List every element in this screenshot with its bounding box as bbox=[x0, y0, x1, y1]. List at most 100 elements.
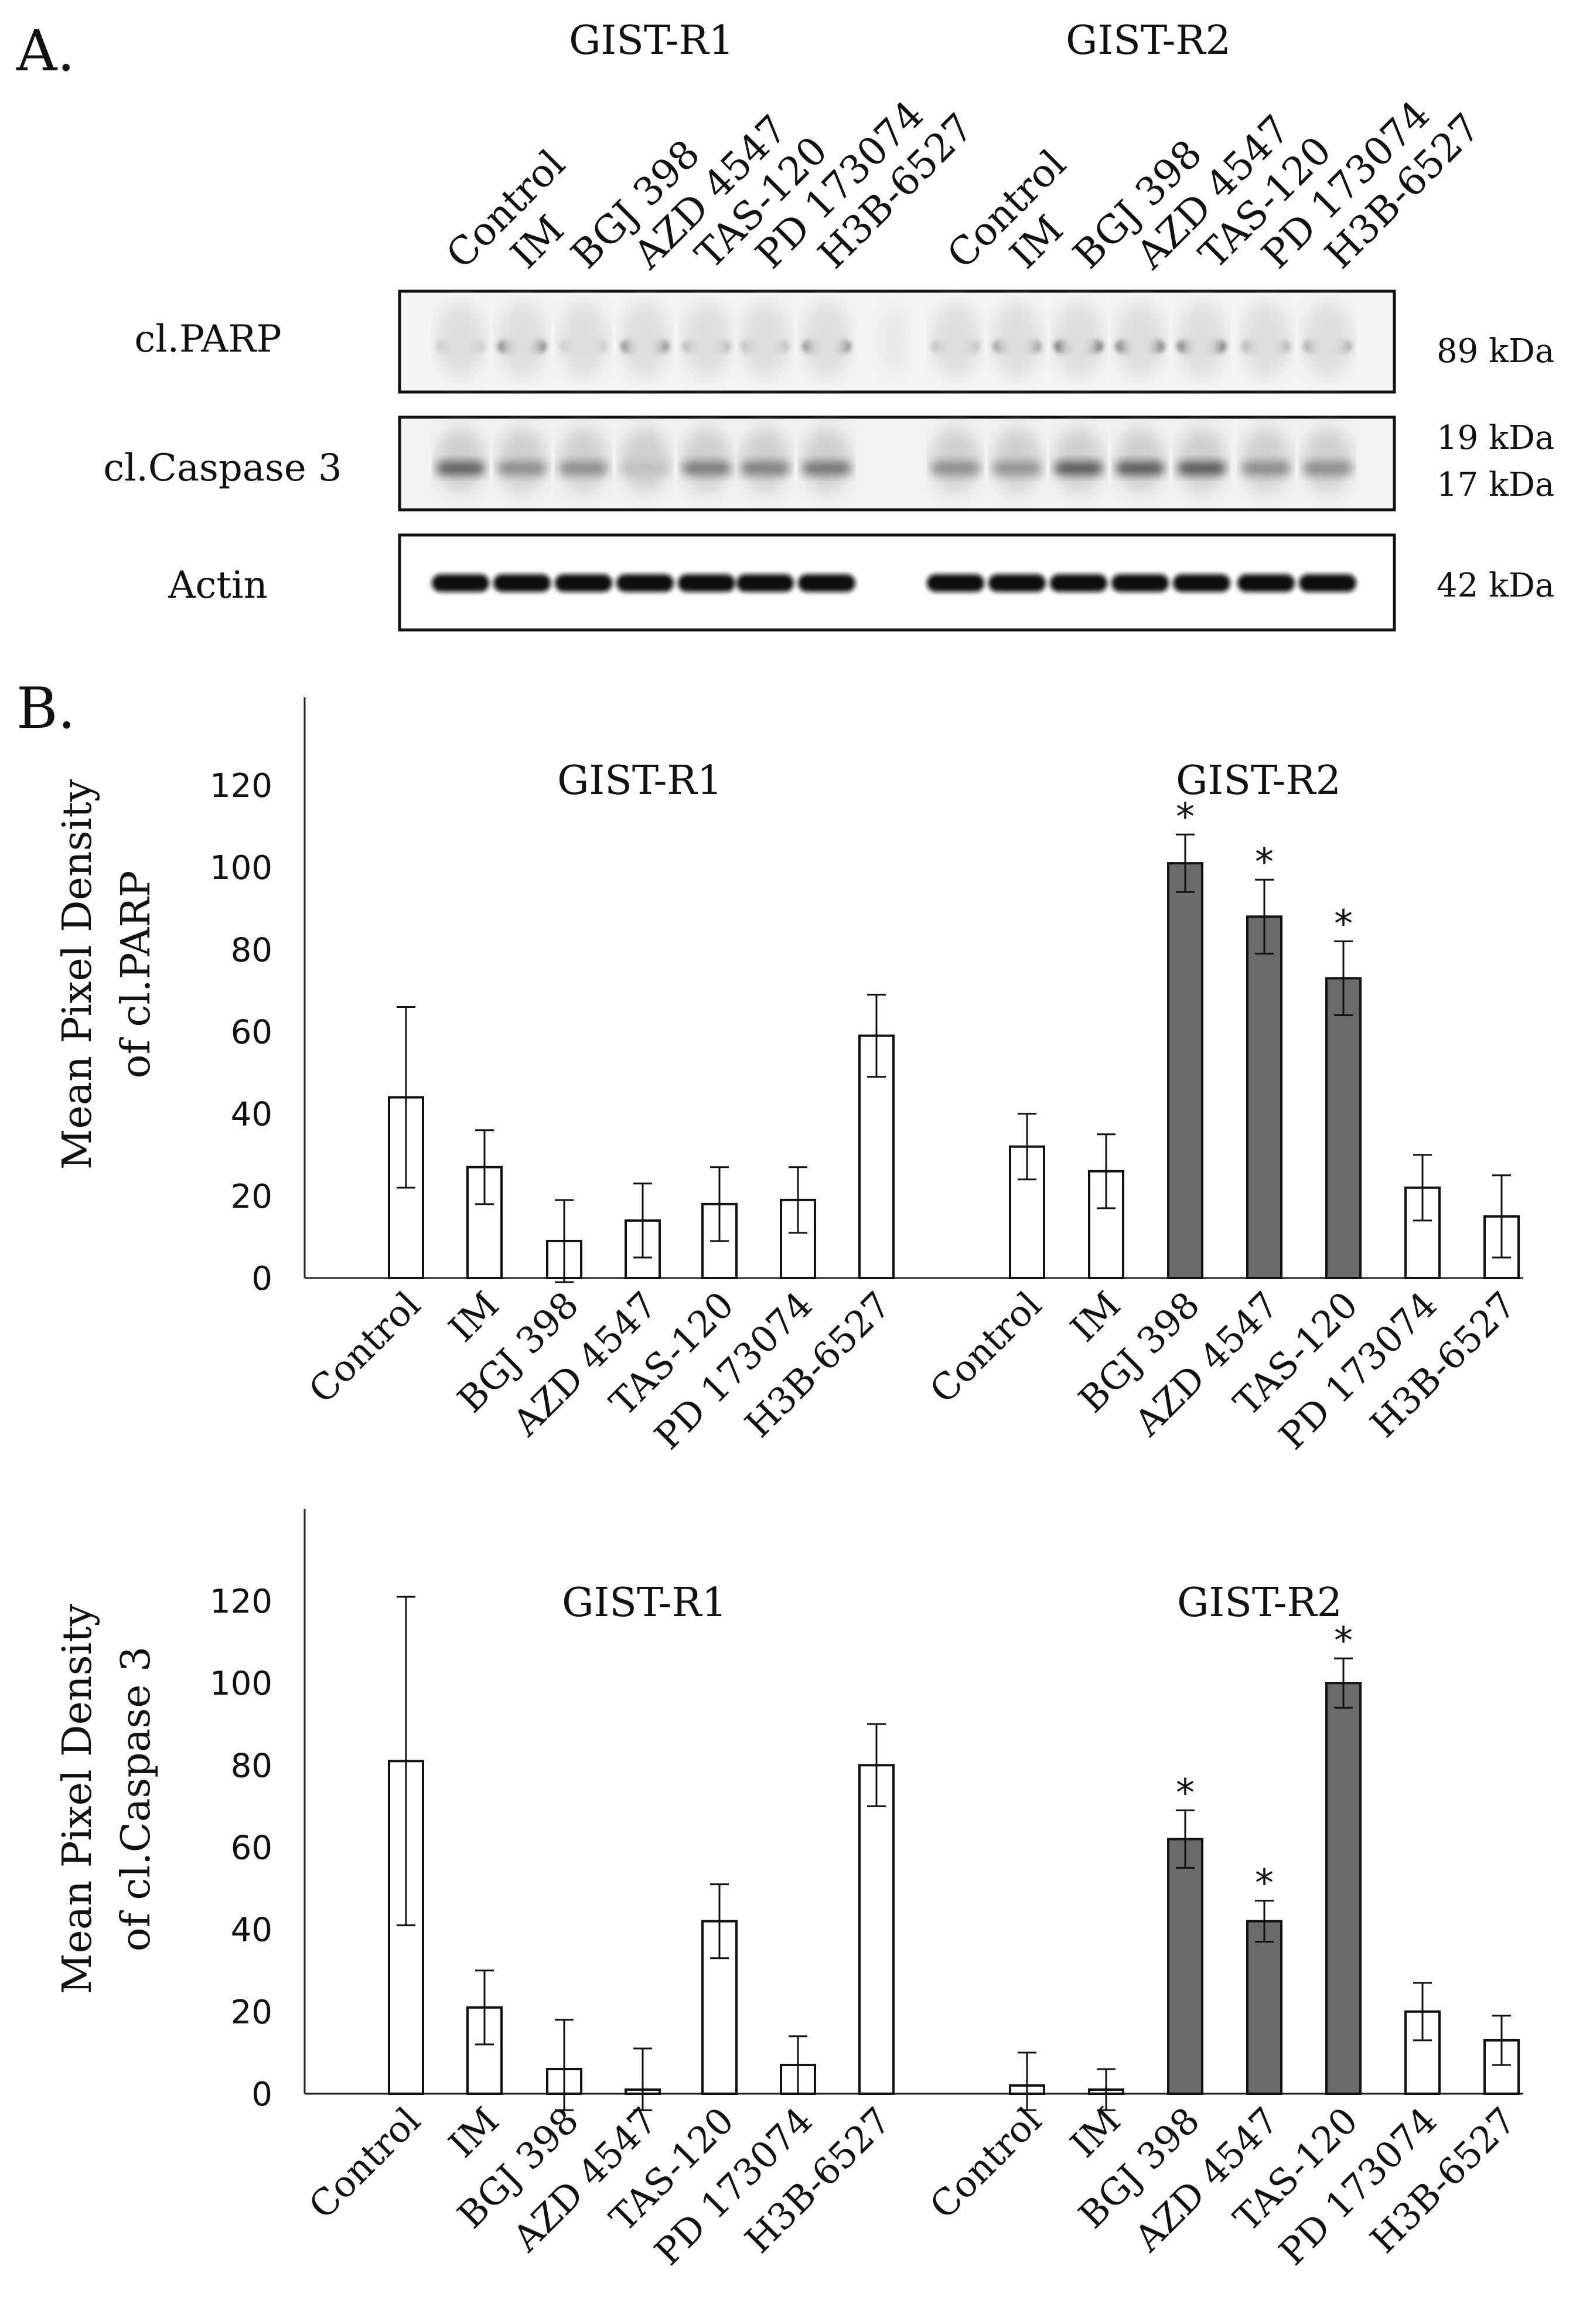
caspase-smear-0-0 bbox=[436, 428, 485, 492]
caspase-smear-1-1 bbox=[993, 428, 1041, 492]
chart-caspase-xtick-gist-r2-control: Control bbox=[922, 2099, 1050, 2227]
chart-parp-ytick-0: 0 bbox=[251, 1260, 272, 1298]
chart-caspase-errorbar-gist-r2-h3b-6527 bbox=[1492, 2015, 1511, 2066]
chart-parp-bar-gist-r2-bgj-398 bbox=[1167, 862, 1203, 1279]
chart-parp-bar-gist-r2-pd-173074 bbox=[1404, 1186, 1441, 1279]
actin-band-0-5 bbox=[736, 574, 794, 592]
caspase-smear-1-3 bbox=[1116, 428, 1164, 492]
actin-band-1-4 bbox=[1173, 574, 1230, 592]
parp-smear-0-1 bbox=[498, 302, 546, 378]
chart-caspase-errorbar-gist-r1-bgj-398 bbox=[555, 2019, 574, 2111]
caspase-smear-1-5 bbox=[1242, 428, 1290, 492]
chart-parp-xtick-gist-r1-im: IM bbox=[441, 1283, 507, 1350]
panel-a-label: A. bbox=[16, 18, 75, 84]
chart-parp-xtick-gist-r1-control: Control bbox=[301, 1283, 429, 1412]
caspase-smear-0-1 bbox=[498, 428, 546, 492]
chart-parp-errorbar-gist-r1-azd-4547 bbox=[633, 1183, 652, 1259]
actin-band-0-2 bbox=[555, 574, 612, 592]
chart-caspase-bar-gist-r2-tas-120 bbox=[1325, 1682, 1362, 2095]
caspase-smear-0-2 bbox=[560, 428, 608, 492]
chart-caspase-significance-gist-r2-tas-120: * bbox=[1334, 1620, 1353, 1663]
chart-parp-bar-gist-r2-tas-120 bbox=[1325, 977, 1362, 1280]
blot-size-parp: 89 kDa bbox=[1437, 332, 1554, 370]
caspase-band-0-5 bbox=[741, 462, 789, 475]
blot-caspase bbox=[398, 415, 1396, 512]
actin-band-1-5 bbox=[1237, 574, 1295, 592]
caspase-smear-0-4 bbox=[683, 428, 731, 492]
actin-band-1-1 bbox=[988, 574, 1046, 592]
chart-caspase-errorbar-gist-r2-control bbox=[1018, 2052, 1036, 2111]
parp-smear-0-2 bbox=[560, 302, 608, 378]
parp-smear-1-3 bbox=[1116, 302, 1164, 378]
caspase-band-0-3 bbox=[621, 462, 669, 475]
parp-smear-1-2 bbox=[1055, 302, 1103, 378]
chart-parp-significance-gist-r2-azd-4547: * bbox=[1255, 841, 1274, 884]
blot-size-actin: 42 kDa bbox=[1437, 567, 1554, 605]
parp-smear-0-4 bbox=[683, 302, 731, 378]
parp-smear-1-5 bbox=[1242, 302, 1290, 378]
actin-band-0-0 bbox=[432, 574, 489, 592]
caspase-smear-1-0 bbox=[932, 428, 980, 492]
parp-marker-lane bbox=[879, 305, 908, 375]
chart-caspase-errorbar-gist-r1-azd-4547 bbox=[633, 2047, 652, 2111]
chart-caspase-errorbar-gist-r1-tas-120 bbox=[710, 1883, 729, 1960]
blot-label-actin: Actin bbox=[168, 564, 267, 607]
chart-caspase-ytick-40: 40 bbox=[231, 1911, 272, 1950]
chart-parp-ylabel-line2: of cl.PARP bbox=[113, 871, 159, 1079]
parp-smear-1-0 bbox=[932, 302, 980, 378]
caspase-smear-0-5 bbox=[741, 428, 789, 492]
caspase-smear-1-6 bbox=[1304, 428, 1352, 492]
chart-caspase-ytick-80: 80 bbox=[231, 1747, 272, 1785]
chart-parp-errorbar-gist-r2-control bbox=[1018, 1113, 1036, 1181]
caspase-band-0-6 bbox=[803, 462, 851, 475]
actin-bands bbox=[432, 574, 1356, 592]
chart-caspase-errorbar-gist-r2-bgj-398 bbox=[1176, 1809, 1195, 1869]
caspase-band-0-1 bbox=[498, 462, 546, 475]
chart-parp-ylabel-line1: Mean Pixel Density bbox=[54, 779, 101, 1170]
blot-size-caspase-19: 19 kDa bbox=[1437, 419, 1554, 457]
chart-caspase-bar-gist-r1-h3b-6527 bbox=[858, 1764, 895, 2095]
parp-smear-1-4 bbox=[1178, 302, 1226, 378]
chart-parp-errorbar-gist-r1-im bbox=[475, 1129, 494, 1205]
actin-band-1-6 bbox=[1299, 574, 1356, 592]
chart-parp-errorbar-gist-r2-azd-4547 bbox=[1255, 878, 1274, 955]
caspase-band-1-1 bbox=[993, 462, 1041, 475]
actin-band-0-4 bbox=[678, 574, 735, 592]
chart-parp-errorbar-gist-r1-tas-120 bbox=[710, 1166, 729, 1242]
caspase-band-1-3 bbox=[1116, 462, 1164, 475]
chart-parp-xtick-gist-r2-control: Control bbox=[922, 1283, 1050, 1412]
actin-band-0-1 bbox=[493, 574, 551, 592]
chart-parp-errorbar-gist-r1-bgj-398 bbox=[555, 1199, 574, 1283]
chart-parp-significance-gist-r2-tas-120: * bbox=[1334, 902, 1353, 946]
blot-label-caspase: cl.Caspase 3 bbox=[103, 447, 342, 490]
blot-size-caspase-17: 17 kDa bbox=[1437, 466, 1554, 504]
parp-smear-0-6 bbox=[803, 302, 851, 378]
chart-caspase-errorbar-gist-r2-im bbox=[1097, 2068, 1116, 2111]
chart-caspase-errorbar-gist-r1-pd-173074 bbox=[789, 2035, 807, 2095]
chart-caspase-errorbar-gist-r2-azd-4547 bbox=[1255, 1900, 1274, 1943]
chart-caspase-group-label-r1: GIST-R1 bbox=[562, 1580, 727, 1626]
chart-parp-ytick-80: 80 bbox=[231, 931, 272, 969]
panel-b-label: B. bbox=[16, 676, 76, 741]
chart-caspase-ytick-120: 120 bbox=[210, 1583, 272, 1621]
chart-caspase-ytick-0: 0 bbox=[251, 2076, 272, 2114]
chart-parp-ytick-40: 40 bbox=[231, 1096, 272, 1134]
caspase-smear-1-2 bbox=[1055, 428, 1103, 492]
chart-parp-errorbar-gist-r2-tas-120 bbox=[1334, 940, 1353, 1016]
caspase-bands bbox=[436, 428, 1352, 492]
parp-smear-0-5 bbox=[741, 302, 789, 378]
actin-band-0-3 bbox=[616, 574, 674, 592]
chart-parp-bar-gist-r2-azd-4547 bbox=[1246, 915, 1282, 1280]
blot-group-label-r2: GIST-R2 bbox=[1066, 18, 1231, 64]
actin-band-1-0 bbox=[927, 574, 984, 592]
blot-lane-label-gist-r2-control: Control bbox=[939, 141, 1074, 277]
actin-band-0-6 bbox=[798, 574, 855, 592]
chart-caspase-ytick-100: 100 bbox=[210, 1665, 272, 1703]
caspase-band-0-4 bbox=[683, 462, 731, 475]
chart-parp-ytick-100: 100 bbox=[210, 849, 272, 887]
chart-caspase-ytick-20: 20 bbox=[231, 1994, 272, 2032]
parp-smear-0-0 bbox=[436, 302, 485, 378]
caspase-band-0-0 bbox=[436, 462, 485, 475]
